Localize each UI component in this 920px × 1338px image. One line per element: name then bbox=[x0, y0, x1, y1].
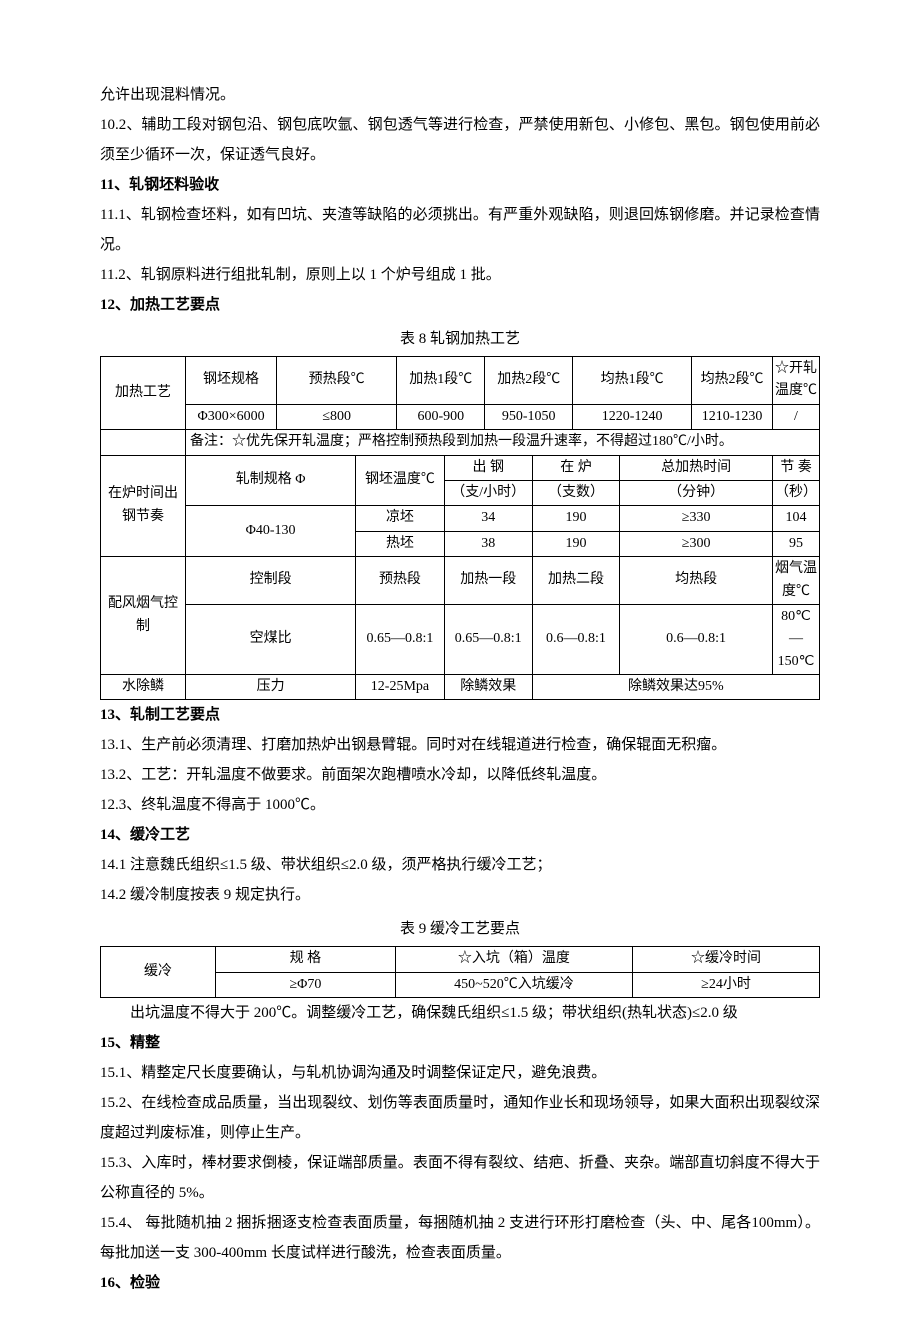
table-9: 缓冷 规 格 ☆入坑（箱）温度 ☆缓冷时间 ≥Φ70 450~520℃入坑缓冷 … bbox=[100, 946, 820, 998]
cell: 在 炉 bbox=[532, 455, 620, 480]
cell: 凉坯 bbox=[356, 506, 445, 531]
h15: 15、精整 bbox=[100, 1028, 820, 1058]
p11-2: 11.2、轧钢原料进行组批轧制，原则上以 1 个炉号组成 1 批。 bbox=[100, 260, 820, 290]
cell: 0.65—0.8:1 bbox=[444, 604, 532, 674]
cell: 规 格 bbox=[216, 947, 396, 972]
cell: 钢坯规格 bbox=[186, 357, 277, 405]
cell: 190 bbox=[532, 531, 620, 556]
cell: 烟气温度℃ bbox=[773, 557, 820, 605]
p10-2: 10.2、辅助工段对钢包沿、钢包底吹氩、钢包透气等进行检查，严禁使用新包、小修包… bbox=[100, 110, 820, 170]
cell: 12-25Mpa bbox=[356, 675, 445, 700]
cell: 加热二段 bbox=[532, 557, 620, 605]
cell: Φ40-130 bbox=[186, 506, 356, 557]
p15-2: 15.2、在线检查成品质量，当出现裂纹、划伤等表面质量时，通知作业长和现场领导，… bbox=[100, 1088, 820, 1148]
cell: 均热1段℃ bbox=[573, 357, 692, 405]
p15-3: 15.3、入库时，棒材要求倒棱，保证端部质量。表面不得有裂纹、结疤、折叠、夹杂。… bbox=[100, 1148, 820, 1208]
cell: 水除鳞 bbox=[101, 675, 186, 700]
cell: ≥330 bbox=[620, 506, 773, 531]
cell: 38 bbox=[444, 531, 532, 556]
cell: （秒） bbox=[773, 480, 820, 505]
cell-empty bbox=[101, 430, 186, 455]
cell: 加热2段℃ bbox=[485, 357, 573, 405]
cell: ☆缓冷时间 bbox=[633, 947, 820, 972]
cell: （支数） bbox=[532, 480, 620, 505]
cell: ≥24小时 bbox=[633, 972, 820, 997]
cell: 压力 bbox=[186, 675, 356, 700]
cell: 轧制规格 Φ bbox=[186, 455, 356, 506]
cell: / bbox=[773, 404, 820, 429]
h12: 12、加热工艺要点 bbox=[100, 290, 820, 320]
cell: ☆入坑（箱）温度 bbox=[395, 947, 632, 972]
p-top: 允许出现混料情况。 bbox=[100, 80, 820, 110]
cell: 除鳞效果达95% bbox=[532, 675, 819, 700]
cell: ≥Φ70 bbox=[216, 972, 396, 997]
p15-4: 15.4、 每批随机抽 2 捆拆捆逐支检查表面质量，每捆随机抽 2 支进行环形打… bbox=[100, 1208, 820, 1268]
p14-2: 14.2 缓冷制度按表 9 规定执行。 bbox=[100, 880, 820, 910]
cell: 0.6—0.8:1 bbox=[620, 604, 773, 674]
t9-rowlabel: 缓冷 bbox=[101, 947, 216, 998]
cell: 950-1050 bbox=[485, 404, 573, 429]
cell: 600-900 bbox=[397, 404, 485, 429]
t8-rowlabel-1: 加热工艺 bbox=[101, 357, 186, 430]
p13-1: 13.1、生产前必须清理、打磨加热炉出钢悬臂辊。同时对在线辊道进行检查，确保辊面… bbox=[100, 730, 820, 760]
h11: 11、轧钢坯料验收 bbox=[100, 170, 820, 200]
h16: 16、检验 bbox=[100, 1268, 820, 1298]
cell: 空煤比 bbox=[186, 604, 356, 674]
cell: Φ300×6000 bbox=[186, 404, 277, 429]
cell: （支/小时） bbox=[444, 480, 532, 505]
p12-3: 12.3、终轧温度不得高于 1000℃。 bbox=[100, 790, 820, 820]
cell: 均热2段℃ bbox=[692, 357, 773, 405]
cell: 34 bbox=[444, 506, 532, 531]
t8-caption: 表 8 轧钢加热工艺 bbox=[100, 324, 820, 354]
cell: 加热一段 bbox=[444, 557, 532, 605]
cell: 热坯 bbox=[356, 531, 445, 556]
cell: 钢坯温度℃ bbox=[356, 455, 445, 506]
p14-1: 14.1 注意魏氏组织≤1.5 级、带状组织≤2.0 级，须严格执行缓冷工艺； bbox=[100, 850, 820, 880]
cell: 除鳞效果 bbox=[444, 675, 532, 700]
cell: ≤800 bbox=[277, 404, 397, 429]
p11-1: 11.1、轧钢检查坯料，如有凹坑、夹渣等缺陷的必须挑出。有严重外观缺陷，则退回炼… bbox=[100, 200, 820, 260]
cell: 1210-1230 bbox=[692, 404, 773, 429]
cell: 均热段 bbox=[620, 557, 773, 605]
t9-note: 出坑温度不得大于 200℃。调整缓冷工艺，确保魏氏组织≤1.5 级；带状组织(热… bbox=[100, 998, 820, 1028]
cell: 出 钢 bbox=[444, 455, 532, 480]
cell: 加热1段℃ bbox=[397, 357, 485, 405]
p15-1: 15.1、精整定尺长度要确认，与轧机协调沟通及时调整保证定尺，避免浪费。 bbox=[100, 1058, 820, 1088]
cell: 预热段℃ bbox=[277, 357, 397, 405]
cell: 节 奏 bbox=[773, 455, 820, 480]
cell: （分钟） bbox=[620, 480, 773, 505]
cell: ≥300 bbox=[620, 531, 773, 556]
t9-caption: 表 9 缓冷工艺要点 bbox=[100, 914, 820, 944]
cell: 190 bbox=[532, 506, 620, 531]
cell: 80℃—150℃ bbox=[773, 604, 820, 674]
cell: 450~520℃入坑缓冷 bbox=[395, 972, 632, 997]
cell: 控制段 bbox=[186, 557, 356, 605]
cell: 104 bbox=[773, 506, 820, 531]
t8-rowlabel-3: 配风烟气控制 bbox=[101, 557, 186, 675]
cell: ☆开轧温度℃ bbox=[773, 357, 820, 405]
p13-2: 13.2、工艺：开轧温度不做要求。前面架次跑槽喷水冷却，以降低终轧温度。 bbox=[100, 760, 820, 790]
cell: 95 bbox=[773, 531, 820, 556]
h14: 14、缓冷工艺 bbox=[100, 820, 820, 850]
table-8: 加热工艺 钢坯规格 预热段℃ 加热1段℃ 加热2段℃ 均热1段℃ 均热2段℃ ☆… bbox=[100, 356, 820, 700]
cell: 预热段 bbox=[356, 557, 445, 605]
h13: 13、轧制工艺要点 bbox=[100, 700, 820, 730]
t8-rowlabel-2: 在炉时间出钢节奏 bbox=[101, 455, 186, 557]
cell: 0.65—0.8:1 bbox=[356, 604, 445, 674]
cell: 总加热时间 bbox=[620, 455, 773, 480]
t8-note: 备注：☆优先保开轧温度；严格控制预热段到加热一段温升速率，不得超过180℃/小时… bbox=[186, 430, 820, 455]
cell: 0.6—0.8:1 bbox=[532, 604, 620, 674]
cell: 1220-1240 bbox=[573, 404, 692, 429]
